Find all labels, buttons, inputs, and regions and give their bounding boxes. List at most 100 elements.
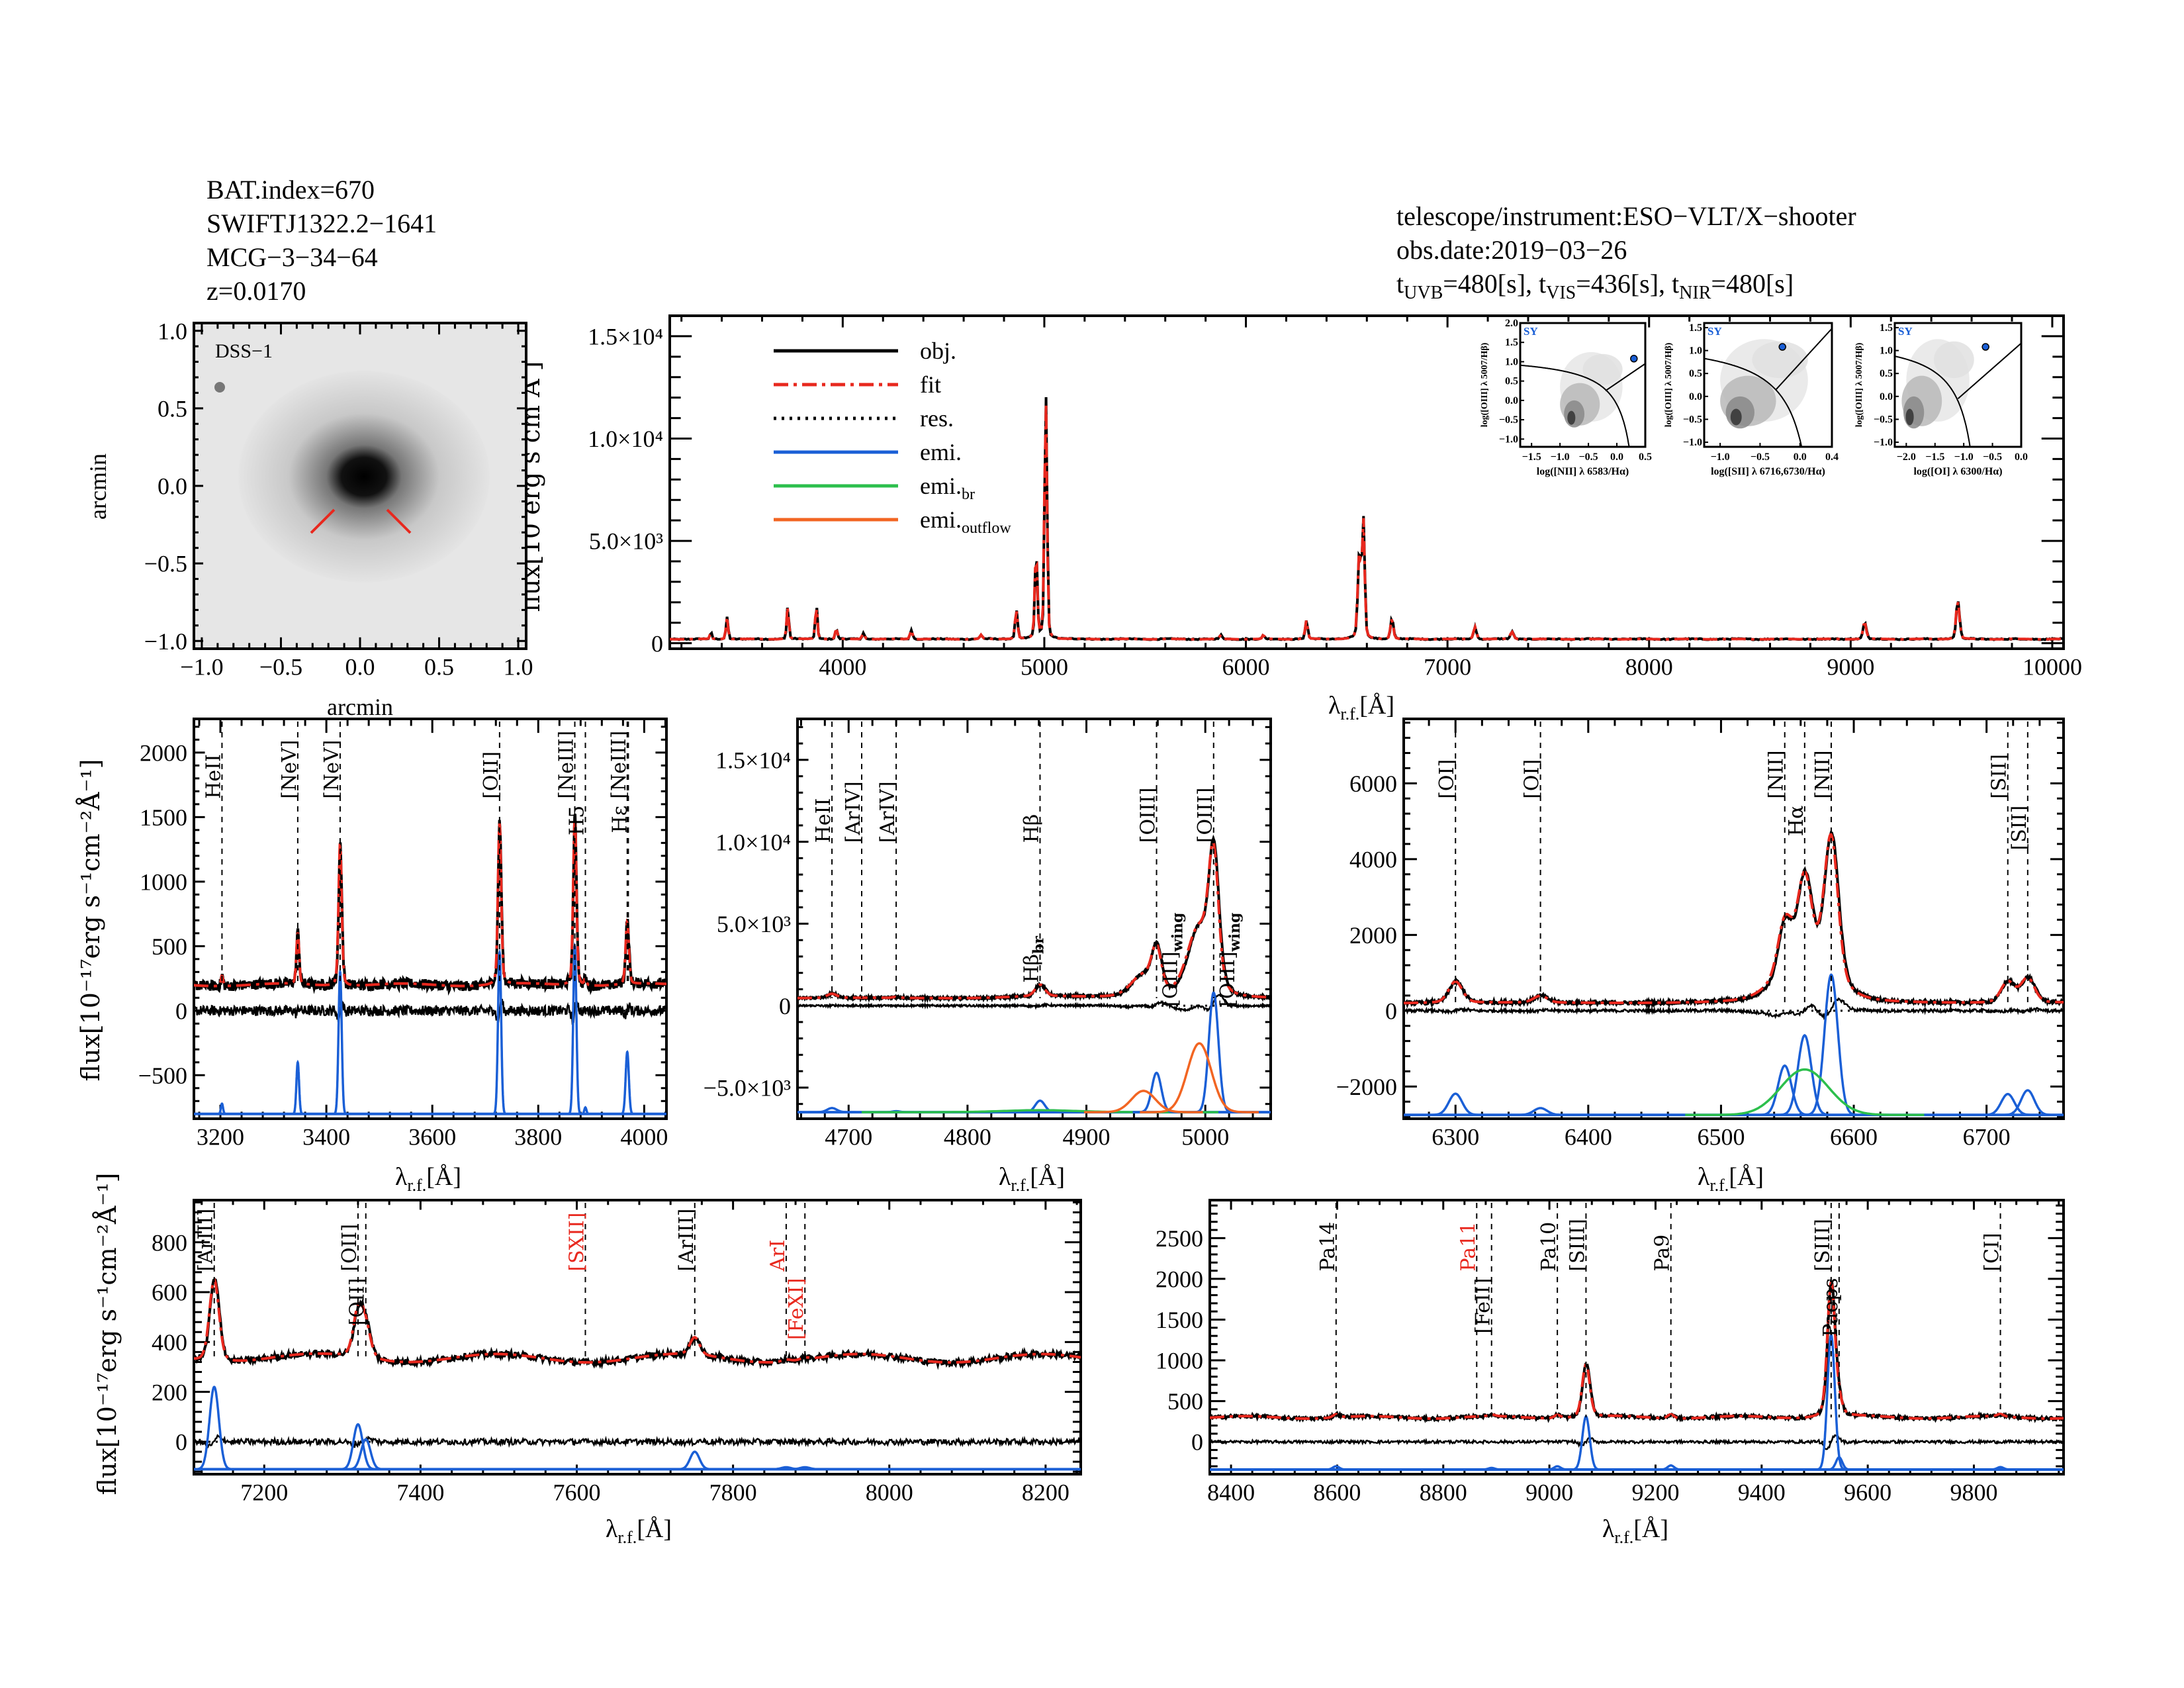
x-axis-label: λr.f.[Å] (395, 1163, 461, 1195)
bpt-ytick-label: 0.0 (1505, 395, 1518, 406)
panel-vis-frame (193, 1199, 1082, 1476)
dss-ytick-label: 1.0 (158, 318, 187, 344)
source-point (1778, 343, 1786, 351)
demarcation-curve (1895, 355, 1971, 447)
legend-label: emi. (920, 439, 962, 465)
panel-nir-ytick-label: 2500 (1156, 1225, 1203, 1252)
density-contour (1730, 408, 1742, 426)
x-axis-label: λr.f.[Å] (1602, 1515, 1668, 1547)
residual-series (1210, 1434, 2064, 1450)
line-label: [OIII] (1194, 788, 1217, 843)
legend-label: obj. (920, 338, 956, 364)
bpt-xtick-label: 0.0 (1794, 451, 1807, 463)
bpt-ytick-label: −1.0 (1499, 434, 1518, 445)
line-label: [NeV] (320, 740, 343, 799)
source-point (1981, 343, 1989, 351)
bpt-ytick-label: 1.0 (1880, 346, 1893, 357)
line-label: [OII] (480, 751, 503, 799)
instrument: telescope/instrument:ESO−VLT/X−shooter (1396, 201, 1856, 231)
panel-nir-xtick-label: 8800 (1420, 1479, 1467, 1506)
panel-uv-ytick-label: 1000 (140, 868, 187, 895)
legend-label: fit (920, 371, 941, 398)
bpt-class-label: SY (1524, 325, 1538, 338)
spectrum-panel-nir: 8400 8600 8800 9000 9200 9400 9600 9800 2500 2000… (1156, 1199, 2065, 1547)
star-image (214, 382, 225, 393)
panel-nir-xtick-label: 8600 (1313, 1479, 1361, 1506)
panel-uv-frame (193, 718, 668, 1120)
density-contour (1752, 341, 1808, 379)
panel-halpha-xtick-label: 6500 (1697, 1124, 1745, 1150)
emission-component-emi (1771, 1034, 1838, 1117)
observed-spectrum (194, 814, 666, 996)
line-label: [SII] (2008, 806, 2031, 851)
bpt-ytick-label: −1.0 (1683, 437, 1702, 448)
line-label: [NII] (1765, 750, 1788, 798)
line-label: [ArIII] (195, 1209, 218, 1272)
line-label: [OI] (1435, 759, 1459, 799)
line-label: H5 (566, 806, 589, 835)
bpt-xtick-label: −0.5 (1983, 451, 2002, 463)
line-label: [SIII] (1566, 1219, 1589, 1272)
line-label: [NeV] (278, 740, 301, 799)
panel-full-ytick-label: 5.0×10³ (589, 528, 663, 555)
emission-component-emi (1016, 1100, 1064, 1113)
panel-uv-ytick-label: 500 (152, 933, 187, 960)
line-label: [NeIII] (555, 731, 578, 799)
residual-series (194, 1433, 1081, 1449)
panel-halpha-ytick-label: 6000 (1349, 771, 1397, 797)
demarcation-curve (1704, 357, 1803, 447)
bpt-diagram-1: −1.5 −1.0 −0.5 0.0 0.5 2.0 1.5 1.0 0.5 0.0 −0.5 −1.… (1480, 318, 1652, 477)
bpt-frame (1703, 322, 1833, 448)
emission-component-emi (808, 1107, 856, 1113)
line-label: [OII] (338, 1224, 361, 1272)
line-label: [OIII] (1137, 788, 1160, 843)
redshift: z=0.0170 (206, 276, 306, 306)
bpt-ytick-label: −0.5 (1683, 414, 1702, 425)
legend-label: res. (920, 405, 954, 432)
emission-component-emi (1751, 1064, 1818, 1117)
dss-xtick-label: 0.0 (345, 654, 375, 680)
fit-spectrum (194, 815, 666, 988)
bpt-xtick-label: −1.0 (1954, 451, 1974, 463)
panel-full-xtick-label: 9000 (1827, 654, 1874, 680)
emission-component-emi (781, 1466, 829, 1471)
panel-vis-xtick-label: 7400 (396, 1479, 444, 1506)
emission-component-emi (1422, 1092, 1489, 1117)
x-axis-label: λr.f.[Å] (999, 1163, 1065, 1195)
panel-hbeta-plot-area (797, 722, 1271, 1114)
panel-nir-xtick-label: 9400 (1738, 1479, 1786, 1506)
bpt-ytick-label: 2.0 (1505, 318, 1518, 329)
emission-component-emi (194, 1385, 238, 1471)
line-label: [FeXI] (785, 1278, 808, 1340)
bpt-y-axis-label: log([OIII] λ 5007/Hβ) (1854, 342, 1864, 427)
line-label: Paeps (1819, 1278, 1843, 1337)
bat-index: BAT.index=670 (206, 175, 375, 205)
exposure-times: tUVB=480[s], tVIS=436[s], tNIR=480[s] (1396, 269, 1794, 303)
bpt-xtick-label: −1.0 (1551, 451, 1570, 463)
fit-spectrum (1210, 1281, 2064, 1420)
panel-halpha-ytick-label: −2000 (1336, 1074, 1397, 1100)
bpt-x-axis-label: log([NII] λ 6583/Hα) (1537, 466, 1629, 477)
emission-component-emi (491, 948, 508, 1115)
y-axis-label: flux[10⁻¹⁷erg s⁻¹cm⁻²Å⁻¹] (76, 759, 105, 1082)
bpt-y-axis-label: log([OIII] λ 5007/Hβ) (1480, 342, 1490, 427)
panel-halpha-xtick-label: 6600 (1830, 1124, 1878, 1150)
panel-halpha-ytick-label: 2000 (1349, 922, 1397, 949)
line-label: Pa9 (1651, 1235, 1674, 1272)
swift-name: SWIFTJ1322.2−1641 (206, 209, 437, 238)
emission-component-emi-outflow (1084, 1090, 1203, 1113)
panel-uv-plot-area (194, 722, 666, 1115)
panel-hbeta-frame (796, 718, 1272, 1120)
header-left: BAT.index=670 SWIFTJ1322.2−1641 MCG−3−34… (206, 175, 437, 306)
fit-spectrum (670, 403, 2064, 641)
bpt-xtick-label: 0.5 (1639, 451, 1652, 463)
emission-component-emi (580, 1105, 591, 1115)
x-axis-label: arcmin (327, 694, 393, 720)
line-label: Hε (608, 806, 631, 833)
bpt-x-axis-label: log([OI] λ 6300/Hα) (1913, 466, 2002, 477)
panel-vis-xtick-label: 7200 (240, 1479, 288, 1506)
panel-halpha-xtick-label: 6700 (1963, 1124, 2011, 1150)
panel-uv-xtick-label: 3200 (197, 1124, 244, 1150)
bpt-ytick-label: −0.5 (1499, 414, 1518, 426)
bpt-frame (1519, 322, 1647, 448)
